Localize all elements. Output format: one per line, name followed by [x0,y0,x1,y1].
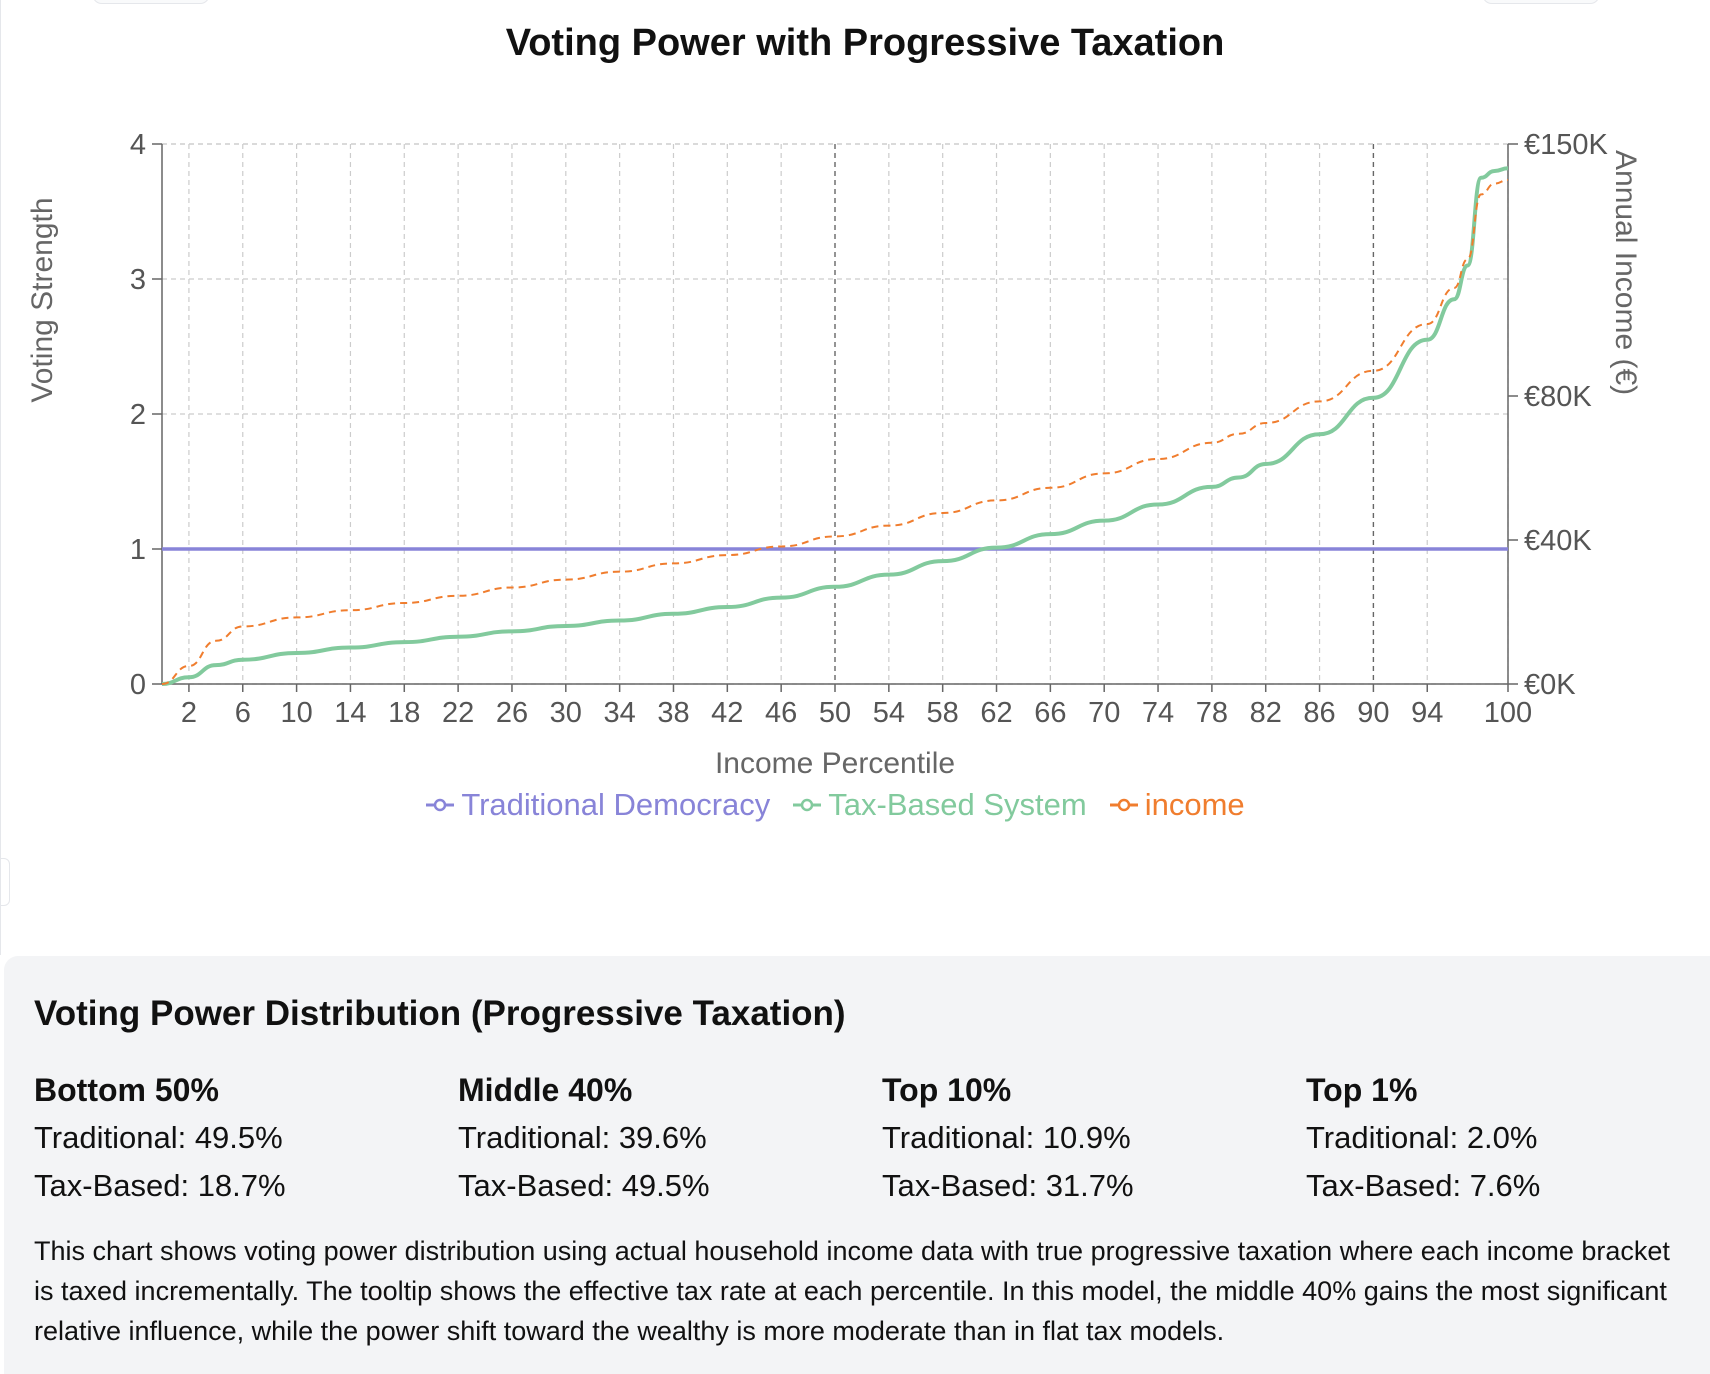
x-tick-label: 10 [280,697,312,729]
x-tick-label: 26 [496,697,528,729]
x-tick-label: 34 [604,697,636,729]
y2-tick-label: €40K [1524,525,1592,557]
y-tick-label: 4 [130,129,146,161]
chart-title: Voting Power with Progressive Taxation [505,22,1225,64]
y2-axis-label: Annual Income (€) [1609,150,1642,395]
group-top-1: Top 1% Traditional: 2.0% Tax-Based: 7.6% [1306,1066,1706,1210]
left-divider [0,0,1,955]
legend-label: Tax-Based System [828,787,1087,822]
x-tick-label: 82 [1250,697,1282,729]
x-tick-label: 50 [819,697,851,729]
x-tick-label: 22 [442,697,474,729]
group-tax-based: Tax-Based: 49.5% [458,1168,710,1203]
group-label: Top 1% [1306,1072,1418,1108]
x-axis-label: Income Percentile [715,747,955,780]
group-traditional: Traditional: 49.5% [34,1120,283,1155]
group-label: Bottom 50% [34,1072,219,1108]
x-tick-label: 2 [181,697,197,729]
side-panel-handle[interactable] [0,858,10,906]
group-label: Top 10% [882,1072,1012,1108]
y-tick-label: 2 [130,399,146,431]
x-tick-label: 46 [765,697,797,729]
x-tick-label: 86 [1303,697,1335,729]
group-traditional: Traditional: 39.6% [458,1120,707,1155]
group-traditional: Traditional: 10.9% [882,1120,1131,1155]
summary-title: Voting Power Distribution (Progressive T… [34,994,846,1033]
group-label: Middle 40% [458,1072,633,1108]
legend-label: income [1144,787,1245,822]
legend-item[interactable]: Traditional Democracy [425,787,770,823]
x-tick-label: 74 [1142,697,1174,729]
group-tax-based: Tax-Based: 31.7% [882,1168,1134,1203]
x-tick-label: 18 [388,697,420,729]
x-tick-label: 54 [873,697,905,729]
y2-tick-label: €150K [1524,129,1609,161]
legend-line-icon [1109,798,1138,812]
group-tax-based: Tax-Based: 18.7% [34,1168,286,1203]
x-tick-label: 94 [1411,697,1443,729]
group-top-10: Top 10% Traditional: 10.9% Tax-Based: 31… [882,1066,1282,1210]
x-tick-label: 14 [334,697,366,729]
y-axis-label: Voting Strength [26,197,59,402]
y2-tick-label: €80K [1524,381,1592,413]
summary-description: This chart shows voting power distributi… [34,1236,1670,1346]
legend-line-icon [793,798,822,812]
chart-canvas: 2 6 10 14 18 22 26 30 34 38 42 46 50 54 58 62 66 70 74 78 82… [26,129,1642,780]
group-traditional: Traditional: 2.0% [1306,1120,1538,1155]
y-tick-label: 0 [130,669,146,701]
legend-item[interactable]: income [1109,787,1245,823]
y-tick-label: 3 [130,264,146,296]
x-tick-label: 66 [1034,697,1066,729]
series-tax-based-system [161,166,1509,686]
y-tick-label: 1 [130,534,146,566]
chart-legend: Traditional Democracy Tax-Based System inc… [0,787,1670,823]
x-tick-label: 100 [1484,697,1532,729]
x-tick-label: 78 [1196,697,1228,729]
group-middle-40: Middle 40% Traditional: 39.6% Tax-Based:… [458,1066,858,1210]
series-lines [161,166,1509,686]
x-tick-label: 58 [927,697,959,729]
x-tick-label: 62 [980,697,1012,729]
series-income [161,179,1509,685]
x-tick-label: 42 [711,697,743,729]
legend-label: Traditional Democracy [461,787,771,822]
axes: 2 6 10 14 18 22 26 30 34 38 42 46 50 54 58 62 66 70 74 78 82… [130,129,1609,729]
group-tax-based: Tax-Based: 7.6% [1306,1168,1541,1203]
x-tick-label: 6 [235,697,251,729]
x-tick-label: 38 [657,697,689,729]
summary-panel: Voting Power Distribution (Progressive T… [4,956,1710,1374]
legend-line-icon [426,798,455,812]
group-bottom-50: Bottom 50% Traditional: 49.5% Tax-Based:… [34,1066,434,1210]
y2-tick-label: €0K [1524,669,1576,701]
x-tick-label: 70 [1088,697,1120,729]
legend-item[interactable]: Tax-Based System [792,787,1087,823]
grid-lines [162,143,1509,685]
x-tick-label: 30 [550,697,582,729]
x-tick-label: 90 [1357,697,1389,729]
